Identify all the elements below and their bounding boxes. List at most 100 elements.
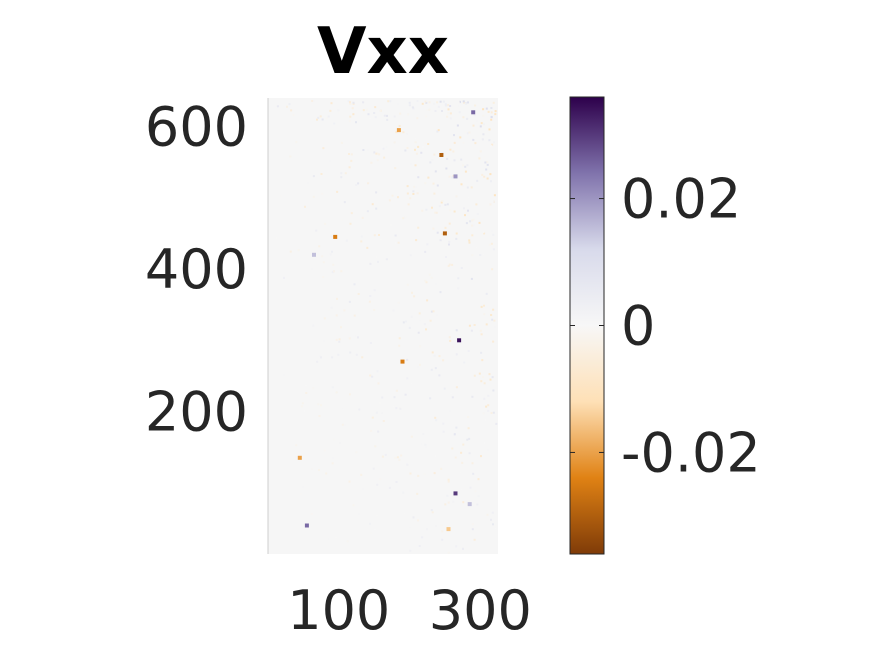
noise-pixel [441, 233, 444, 235]
noise-pixel [315, 229, 318, 232]
noise-pixel [282, 374, 285, 377]
noise-pixel [379, 402, 382, 405]
noise-pixel [414, 164, 417, 167]
noise-pixel [477, 495, 480, 498]
noise-pixel [490, 145, 492, 148]
noise-pixel [331, 271, 334, 274]
noise-pixel [367, 182, 370, 185]
noise-pixel [433, 102, 436, 105]
noise-pixel [454, 180, 457, 183]
heatmap-cell [297, 455, 302, 460]
noise-pixel [357, 182, 360, 185]
noise-pixel [319, 355, 322, 358]
noise-pixel [467, 416, 470, 418]
noise-pixel [333, 122, 336, 125]
noise-pixel [394, 456, 397, 459]
noise-pixel [440, 524, 443, 527]
noise-pixel [376, 483, 379, 486]
noise-pixel [445, 167, 448, 170]
noise-pixel [434, 170, 437, 173]
noise-pixel [481, 138, 484, 141]
noise-pixel [376, 159, 379, 162]
noise-pixel [460, 162, 463, 165]
noise-pixel [340, 270, 343, 273]
noise-pixel [487, 110, 490, 113]
noise-pixel [345, 239, 348, 242]
noise-pixel [482, 114, 485, 117]
noise-pixel [457, 105, 460, 108]
colorbar-tick-label: 0 [621, 295, 655, 358]
noise-pixel [493, 141, 495, 144]
noise-pixel [375, 256, 378, 259]
noise-pixel [395, 407, 398, 410]
noise-pixel [485, 323, 488, 326]
noise-pixel [360, 235, 363, 238]
noise-pixel [432, 310, 435, 313]
noise-pixel [434, 283, 437, 286]
noise-pixel [408, 104, 411, 107]
noise-pixel [461, 461, 464, 464]
heatmap-cell [453, 491, 458, 496]
noise-pixel [377, 152, 379, 155]
noise-pixel [412, 516, 415, 519]
noise-pixel [421, 536, 424, 539]
noise-pixel [340, 326, 342, 329]
noise-pixel [323, 379, 326, 382]
noise-pixel [482, 108, 485, 111]
noise-pixel [375, 411, 378, 414]
noise-pixel [482, 412, 485, 415]
noise-pixel [470, 186, 473, 189]
noise-pixel [492, 523, 494, 526]
noise-layer [275, 100, 498, 554]
noise-pixel [494, 110, 497, 113]
noise-pixel [417, 474, 420, 477]
noise-pixel [353, 283, 356, 286]
noise-pixel [447, 108, 450, 111]
noise-pixel [404, 215, 407, 218]
noise-pixel [317, 116, 320, 119]
noise-pixel [478, 157, 481, 160]
noise-pixel [442, 430, 445, 433]
noise-pixel [346, 540, 349, 543]
noise-pixel [468, 437, 471, 440]
noise-pixel [481, 173, 484, 176]
noise-pixel [459, 471, 462, 474]
noise-pixel [348, 120, 351, 123]
noise-pixel [369, 262, 372, 265]
noise-pixel [324, 222, 327, 225]
noise-pixel [374, 528, 377, 531]
noise-pixel [417, 226, 420, 229]
noise-pixel [358, 408, 361, 411]
noise-pixel [362, 109, 365, 112]
noise-pixel [327, 538, 330, 541]
noise-pixel [333, 270, 335, 273]
noise-pixel [492, 101, 495, 104]
noise-pixel [412, 193, 415, 195]
noise-pixel [331, 250, 333, 253]
noise-pixel [374, 106, 377, 109]
noise-pixel [319, 115, 322, 118]
noise-pixel [333, 438, 336, 441]
noise-pixel [429, 319, 432, 322]
noise-pixel [464, 214, 466, 217]
noise-pixel [449, 209, 452, 212]
noise-pixel [382, 420, 385, 422]
noise-pixel [476, 503, 479, 506]
noise-pixel [340, 176, 343, 179]
noise-pixel [327, 308, 330, 311]
noise-pixel [404, 393, 407, 396]
noise-pixel [490, 118, 493, 121]
noise-pixel [417, 331, 420, 334]
heatmap-cell [396, 128, 401, 133]
noise-pixel [486, 163, 489, 166]
noise-pixel [472, 124, 475, 127]
noise-pixel [430, 368, 433, 371]
noise-pixel [349, 115, 352, 118]
noise-pixel [453, 159, 456, 162]
noise-pixel [482, 133, 485, 136]
noise-pixel [425, 115, 428, 118]
noise-pixel [331, 168, 334, 171]
noise-pixel [439, 291, 442, 294]
noise-pixel [316, 118, 318, 121]
noise-pixel [452, 500, 455, 503]
